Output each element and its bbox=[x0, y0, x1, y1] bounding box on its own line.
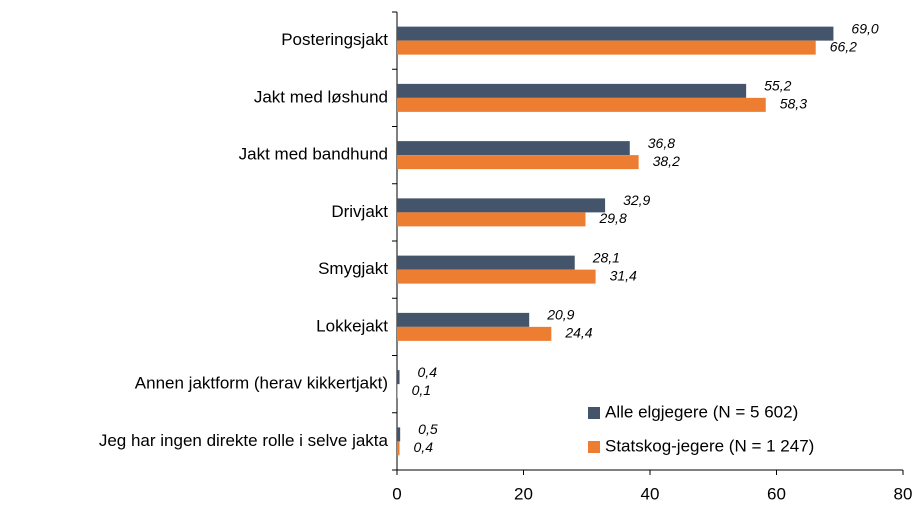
value-label: 0,5 bbox=[418, 421, 438, 437]
legend-swatch bbox=[588, 441, 600, 453]
x-tick-label: 60 bbox=[767, 484, 786, 503]
y-tick-label: Smygjakt bbox=[318, 259, 388, 278]
bar bbox=[397, 269, 596, 284]
bar bbox=[397, 40, 816, 55]
bar bbox=[397, 212, 586, 227]
bar bbox=[397, 326, 552, 341]
legend-label: Alle elgjegere (N = 5 602) bbox=[605, 402, 798, 421]
bar bbox=[397, 370, 400, 385]
value-label: 24,4 bbox=[564, 325, 592, 341]
value-label: 36,8 bbox=[648, 135, 675, 151]
bar bbox=[397, 97, 766, 112]
y-tick-label: Lokkejakt bbox=[316, 316, 388, 335]
value-label: 55,2 bbox=[764, 78, 791, 94]
value-label: 0,1 bbox=[412, 382, 431, 398]
value-label: 0,4 bbox=[418, 364, 438, 380]
bar bbox=[397, 441, 400, 456]
bar bbox=[397, 427, 401, 442]
value-label: 32,9 bbox=[623, 192, 650, 208]
legend-label: Statskog-jegere (N = 1 247) bbox=[605, 436, 814, 455]
value-label: 58,3 bbox=[780, 96, 807, 112]
bar bbox=[397, 83, 747, 98]
value-label: 38,2 bbox=[653, 153, 680, 169]
bar bbox=[397, 312, 530, 327]
legend-swatch bbox=[588, 407, 600, 419]
value-label: 28,1 bbox=[592, 249, 620, 265]
bar bbox=[397, 384, 398, 399]
bar bbox=[397, 255, 575, 270]
value-label: 20,9 bbox=[546, 307, 574, 323]
y-tick-label: Annen jaktform (herav kikkertjakt) bbox=[135, 374, 388, 393]
bar bbox=[397, 155, 639, 170]
bar bbox=[397, 141, 630, 156]
x-tick-label: 0 bbox=[392, 484, 401, 503]
y-tick-label: Jeg har ingen direkte rolle i selve jakt… bbox=[99, 431, 389, 450]
value-label: 69,0 bbox=[851, 20, 878, 36]
x-tick-label: 20 bbox=[514, 484, 533, 503]
bar bbox=[397, 198, 606, 213]
value-label: 0,4 bbox=[414, 439, 434, 455]
x-tick-label: 40 bbox=[641, 484, 660, 503]
y-tick-label: Posteringsjakt bbox=[281, 30, 388, 49]
y-tick-label: Jakt med løshund bbox=[254, 87, 388, 106]
x-tick-label: 80 bbox=[894, 484, 913, 503]
value-label: 29,8 bbox=[598, 210, 626, 226]
y-tick-label: Jakt med bandhund bbox=[239, 145, 388, 164]
y-tick-label: Drivjakt bbox=[331, 202, 388, 221]
value-label: 31,4 bbox=[610, 267, 637, 283]
bar bbox=[397, 26, 834, 41]
value-label: 66,2 bbox=[830, 38, 857, 54]
